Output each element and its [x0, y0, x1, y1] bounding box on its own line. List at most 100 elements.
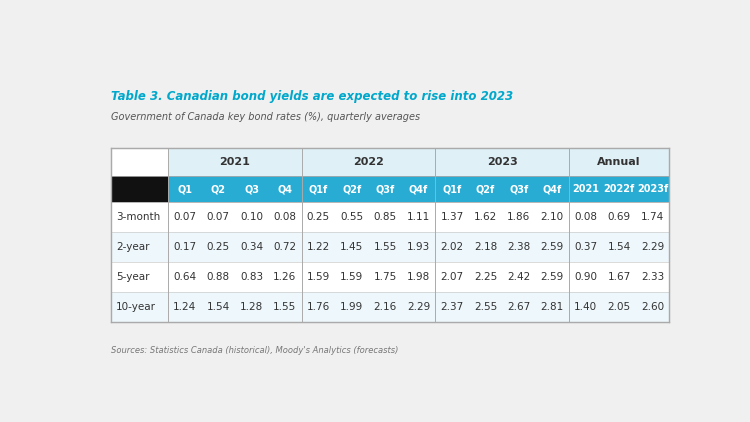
Text: Q1f: Q1f [309, 184, 328, 194]
FancyBboxPatch shape [168, 148, 302, 176]
Text: 2.37: 2.37 [440, 302, 464, 312]
FancyBboxPatch shape [168, 176, 202, 203]
FancyBboxPatch shape [268, 176, 302, 203]
FancyBboxPatch shape [402, 176, 435, 203]
Text: 2.59: 2.59 [541, 272, 564, 282]
Text: 1.75: 1.75 [374, 272, 397, 282]
FancyBboxPatch shape [536, 176, 569, 203]
FancyBboxPatch shape [569, 148, 669, 176]
Text: 2023: 2023 [487, 157, 518, 167]
Text: 0.25: 0.25 [307, 212, 330, 222]
Text: 1.28: 1.28 [240, 302, 263, 312]
Text: Q1f: Q1f [442, 184, 462, 194]
Text: 2022: 2022 [353, 157, 384, 167]
Text: 1.55: 1.55 [273, 302, 296, 312]
Text: 1.59: 1.59 [307, 272, 330, 282]
FancyBboxPatch shape [302, 148, 435, 176]
Text: Q2f: Q2f [476, 184, 495, 194]
Text: 0.25: 0.25 [206, 242, 230, 252]
Text: 2.38: 2.38 [507, 242, 530, 252]
Text: 1.67: 1.67 [608, 272, 631, 282]
Text: 1.24: 1.24 [173, 302, 196, 312]
Text: 2.60: 2.60 [641, 302, 664, 312]
Text: Q2f: Q2f [342, 184, 362, 194]
Text: 3-month: 3-month [116, 212, 160, 222]
Text: 0.55: 0.55 [340, 212, 363, 222]
Text: 0.10: 0.10 [240, 212, 263, 222]
Text: 1.37: 1.37 [440, 212, 464, 222]
Text: Annual: Annual [597, 157, 640, 167]
Text: Q4: Q4 [278, 184, 292, 194]
Text: 2.02: 2.02 [440, 242, 464, 252]
FancyBboxPatch shape [111, 148, 669, 322]
FancyBboxPatch shape [502, 176, 536, 203]
FancyBboxPatch shape [435, 176, 469, 203]
Text: 1.55: 1.55 [374, 242, 397, 252]
Text: Table 3. Canadian bond yields are expected to rise into 2023: Table 3. Canadian bond yields are expect… [111, 89, 513, 103]
Text: Q3: Q3 [244, 184, 259, 194]
Text: 0.07: 0.07 [173, 212, 196, 222]
Text: 2.59: 2.59 [541, 242, 564, 252]
Text: 1.54: 1.54 [206, 302, 230, 312]
Text: 1.76: 1.76 [307, 302, 330, 312]
Text: 0.83: 0.83 [240, 272, 263, 282]
Text: 2022f: 2022f [604, 184, 634, 194]
Text: 2.10: 2.10 [541, 212, 564, 222]
Text: 1.59: 1.59 [340, 272, 364, 282]
Text: 2.05: 2.05 [608, 302, 631, 312]
Text: 1.99: 1.99 [340, 302, 364, 312]
Text: 2.55: 2.55 [474, 302, 497, 312]
FancyBboxPatch shape [111, 232, 669, 262]
Text: 1.54: 1.54 [608, 242, 631, 252]
FancyBboxPatch shape [368, 176, 402, 203]
Text: 0.08: 0.08 [574, 212, 597, 222]
Text: 2-year: 2-year [116, 242, 149, 252]
Text: 2021: 2021 [220, 157, 251, 167]
FancyBboxPatch shape [569, 176, 602, 203]
Text: Q2: Q2 [211, 184, 226, 194]
FancyBboxPatch shape [636, 176, 669, 203]
Text: 1.22: 1.22 [307, 242, 330, 252]
Text: Q3f: Q3f [376, 184, 394, 194]
Text: 2.67: 2.67 [507, 302, 530, 312]
Text: 0.07: 0.07 [206, 212, 230, 222]
Text: 2023f: 2023f [637, 184, 668, 194]
FancyBboxPatch shape [435, 148, 569, 176]
Text: 0.08: 0.08 [274, 212, 296, 222]
Text: 0.72: 0.72 [273, 242, 296, 252]
Text: 2.16: 2.16 [374, 302, 397, 312]
Text: 1.86: 1.86 [507, 212, 530, 222]
FancyBboxPatch shape [469, 176, 502, 203]
Text: Q3f: Q3f [509, 184, 529, 194]
Text: 1.11: 1.11 [407, 212, 430, 222]
Text: 2.29: 2.29 [407, 302, 430, 312]
Text: 0.37: 0.37 [574, 242, 597, 252]
Text: 1.40: 1.40 [574, 302, 597, 312]
Text: 0.69: 0.69 [608, 212, 631, 222]
Text: 2.42: 2.42 [507, 272, 530, 282]
FancyBboxPatch shape [111, 203, 669, 232]
Text: 2.07: 2.07 [440, 272, 464, 282]
Text: 0.85: 0.85 [374, 212, 397, 222]
Text: Sources: Statistics Canada (historical), Moody's Analytics (forecasts): Sources: Statistics Canada (historical),… [111, 346, 398, 355]
Text: 1.62: 1.62 [474, 212, 497, 222]
Text: 0.34: 0.34 [240, 242, 263, 252]
Text: 2.33: 2.33 [640, 272, 664, 282]
FancyBboxPatch shape [111, 262, 669, 292]
Text: 1.74: 1.74 [640, 212, 664, 222]
Text: 10-year: 10-year [116, 302, 156, 312]
Text: Q1: Q1 [177, 184, 192, 194]
Text: 0.64: 0.64 [173, 272, 196, 282]
Text: Q4f: Q4f [409, 184, 428, 194]
Text: 2.81: 2.81 [541, 302, 564, 312]
Text: 0.17: 0.17 [173, 242, 196, 252]
FancyBboxPatch shape [111, 292, 669, 322]
Text: 1.45: 1.45 [340, 242, 364, 252]
Text: Government of Canada key bond rates (%), quarterly averages: Government of Canada key bond rates (%),… [111, 112, 420, 122]
FancyBboxPatch shape [602, 176, 636, 203]
Text: 2.25: 2.25 [474, 272, 497, 282]
Text: 1.93: 1.93 [407, 242, 430, 252]
Text: 0.90: 0.90 [574, 272, 597, 282]
FancyBboxPatch shape [202, 176, 235, 203]
Text: 1.26: 1.26 [273, 272, 296, 282]
